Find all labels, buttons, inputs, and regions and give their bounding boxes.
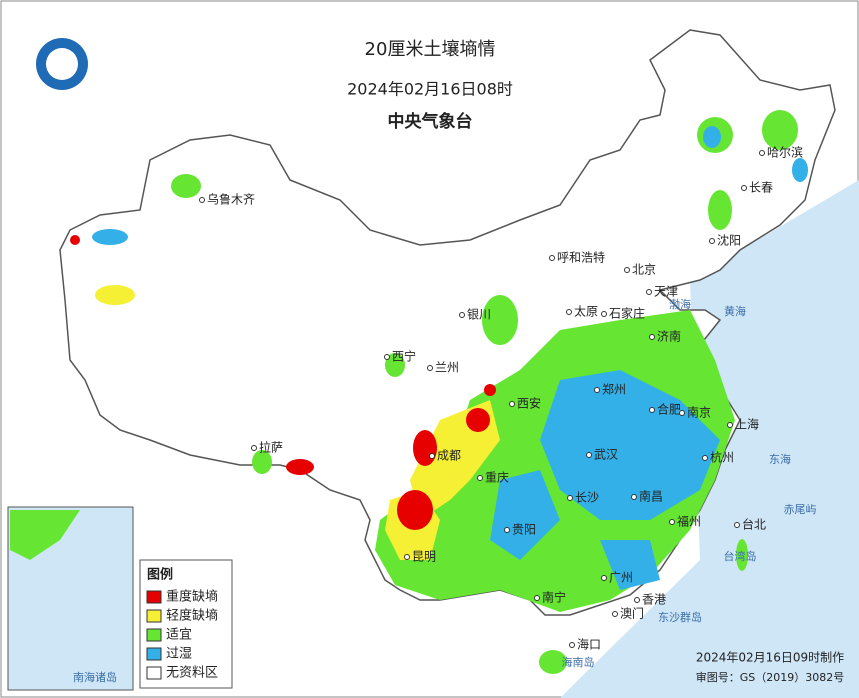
city-label: 西宁 (392, 349, 416, 364)
city-dot (504, 527, 510, 533)
city-dot (384, 354, 390, 360)
city-label: 成都 (437, 449, 461, 463)
city-dot (569, 642, 575, 648)
city-label: 长沙 (575, 491, 599, 505)
city-dot (586, 452, 592, 458)
city-dot (601, 575, 607, 581)
city-label: 呼和浩特 (557, 250, 605, 265)
legend-swatch (146, 609, 162, 623)
place-label: 台湾岛 (724, 549, 757, 563)
legend-label: 重度缺墒 (166, 589, 218, 605)
city-dot (509, 401, 515, 407)
city-label: 昆明 (412, 550, 436, 564)
city-dot (594, 387, 600, 393)
city-label: 重庆 (485, 471, 509, 485)
city-dot (631, 494, 637, 500)
city-dot (567, 495, 573, 501)
city-label: 太原 (574, 304, 598, 319)
legend-swatch (146, 666, 162, 680)
place-label: 南海诸岛 (73, 670, 117, 684)
footer-made: 2024年02月16日09时制作 (696, 651, 844, 665)
city-label: 上海 (735, 417, 759, 432)
city-dot (404, 554, 410, 560)
city-dot (702, 455, 708, 461)
soil-areas (70, 110, 808, 674)
city-label: 香港 (642, 593, 666, 607)
city-label: 乌鲁木齐 (207, 192, 255, 207)
city-dot (601, 311, 607, 317)
legend-label: 轻度缺墒 (166, 608, 218, 624)
city-label: 贵阳 (512, 523, 536, 537)
city-label: 济南 (657, 329, 681, 344)
place-label: 东海 (769, 452, 791, 466)
legend-swatch (146, 590, 162, 604)
city-label: 北京 (632, 263, 656, 277)
city-label: 沈阳 (717, 233, 741, 248)
city-dot (624, 267, 630, 273)
city-label: 南京 (687, 405, 711, 420)
legend-swatch (146, 628, 162, 642)
city-label: 福州 (677, 514, 701, 529)
city-dot (649, 407, 655, 413)
city-label: 西安 (517, 396, 541, 411)
city-dot (679, 410, 685, 416)
place-label: 渤海 (669, 297, 691, 311)
date: 2024年02月16日08时 (347, 80, 513, 99)
city-dot (429, 453, 435, 459)
legend-label: 无资料区 (166, 666, 218, 681)
inset-land (10, 510, 80, 560)
city-dot (251, 445, 257, 451)
city-dot (477, 475, 483, 481)
city-label: 武汉 (594, 448, 618, 462)
city-label: 南宁 (542, 590, 566, 605)
city-dot (669, 519, 675, 525)
city-label: 兰州 (435, 361, 459, 375)
city-dot (459, 312, 465, 318)
city-dot (646, 289, 652, 295)
city-label: 拉萨 (259, 440, 283, 455)
city-dot (741, 185, 747, 191)
city-label: 天津 (654, 285, 678, 299)
city-label: 石家庄 (609, 306, 645, 321)
city-dot (734, 522, 740, 528)
city-dot (634, 597, 640, 603)
city-dot (566, 309, 572, 315)
city-label: 台北 (742, 517, 766, 532)
city-label: 南昌 (639, 489, 663, 504)
city-dot (612, 611, 618, 617)
title: 20厘米土壤墒情 (365, 39, 496, 60)
legend-swatch (146, 647, 162, 661)
legend-title: 图例 (147, 567, 173, 583)
city-dot (759, 150, 765, 156)
city-dot (427, 365, 433, 371)
city-dot (549, 255, 555, 261)
city-label: 银川 (467, 308, 491, 322)
legend-label: 适宜 (166, 628, 192, 643)
city-dot (534, 595, 540, 601)
place-label: 东沙群岛 (658, 610, 702, 624)
org: 中央气象台 (388, 111, 473, 132)
city-label: 长春 (749, 181, 773, 195)
city-label: 哈尔滨 (767, 145, 803, 160)
legend-label: 过湿 (166, 647, 192, 662)
city-dot (709, 238, 715, 244)
city-label: 郑州 (602, 382, 626, 397)
city-label: 合肥 (657, 402, 681, 417)
city-dot (727, 422, 733, 428)
footer-review: 审图号：GS（2019）3082号 (696, 670, 845, 684)
city-label: 海口 (577, 637, 601, 652)
city-dot (649, 334, 655, 340)
city-label: 广州 (609, 571, 633, 585)
logo (36, 38, 88, 90)
city-dot (199, 197, 205, 203)
place-label: 黄海 (724, 304, 746, 318)
place-label: 海南岛 (562, 655, 595, 669)
city-label: 澳门 (620, 606, 644, 621)
city-label: 杭州 (710, 450, 734, 465)
place-label: 赤尾屿 (784, 503, 817, 516)
